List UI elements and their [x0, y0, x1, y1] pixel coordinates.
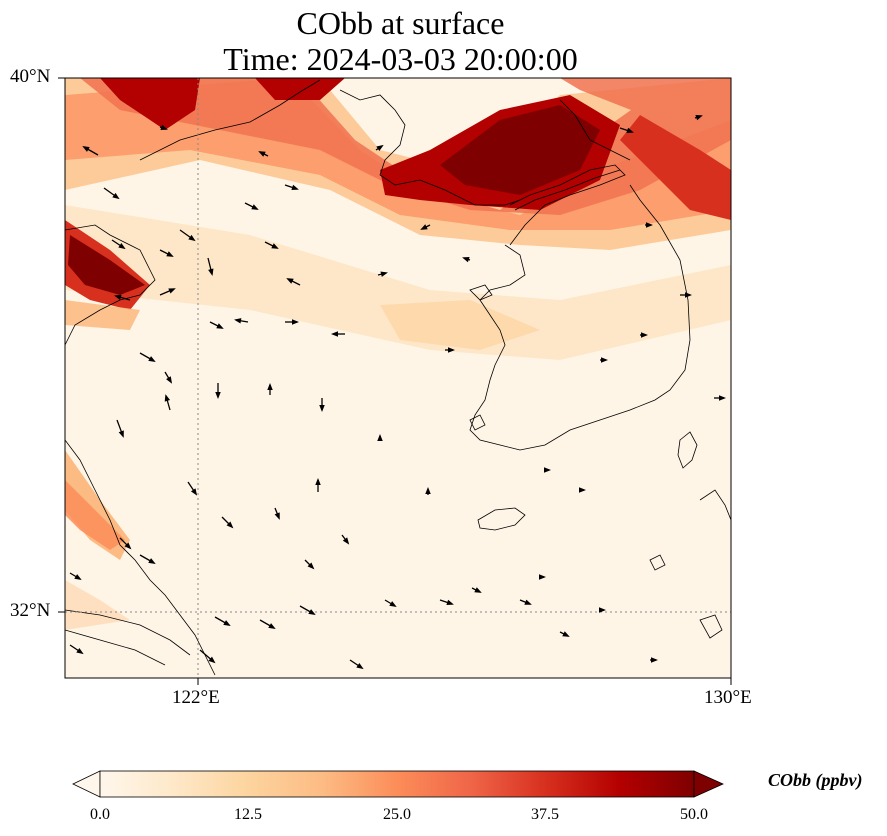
colorbar-tick-0: 0.0: [90, 806, 110, 823]
wind-arrow: [331, 331, 345, 337]
wind-arrow: [82, 146, 99, 156]
x-tick-label-130: 130°E: [704, 687, 752, 708]
colorbar-extend-min: [72, 770, 101, 798]
wind-arrow: [116, 419, 124, 438]
wind-arrow: [645, 222, 653, 228]
wind-arrow: [315, 478, 321, 492]
wind-arrow: [244, 202, 259, 210]
wind-arrow: [319, 398, 325, 412]
wind-arrow: [274, 507, 280, 520]
colorbar-body: [99, 770, 695, 798]
wind-arrow: [139, 352, 156, 362]
wind-arrow: [420, 224, 431, 230]
wind-arrow: [694, 114, 703, 121]
wind-arrow: [164, 371, 173, 384]
wind-arrow: [714, 395, 726, 401]
wind-arrow: [267, 383, 273, 395]
wind-arrow: [69, 572, 82, 581]
wind-arrow: [159, 124, 168, 131]
colorbar-tick-4: 50.0: [680, 806, 708, 823]
y-tick-label-32: 32°N: [10, 600, 51, 621]
colorbar-tick-1: 12.5: [234, 806, 262, 823]
wind-arrow: [349, 659, 364, 670]
wind-arrow: [221, 516, 234, 529]
colorbar: [72, 770, 724, 798]
wind-arrow: [259, 619, 276, 629]
wind-arrow: [600, 357, 608, 363]
wind-vectors: [69, 114, 726, 670]
wind-arrow: [519, 599, 532, 605]
wind-arrow: [304, 559, 315, 570]
wind-arrow: [207, 257, 214, 276]
wind-arrow: [234, 318, 249, 324]
coastlines: [65, 79, 731, 676]
wind-arrow: [285, 319, 299, 325]
wind-arrow: [640, 332, 648, 338]
wind-arrow: [377, 434, 383, 441]
wind-arrow: [680, 292, 692, 298]
wind-arrow: [258, 151, 269, 157]
map-canvas: [58, 77, 732, 685]
wind-arrow: [111, 239, 126, 250]
wind-arrow: [119, 537, 132, 550]
wind-arrow: [187, 481, 198, 496]
wind-arrow: [559, 631, 570, 637]
wind-arrow: [179, 229, 196, 242]
concentration-field: [65, 78, 731, 678]
wind-arrow: [139, 554, 156, 564]
wind-arrow: [375, 144, 384, 152]
wind-arrow: [650, 657, 658, 663]
wind-arrow: [114, 294, 131, 301]
wind-arrow: [425, 487, 431, 495]
colorbar-tick-2: 25.0: [383, 806, 411, 823]
colorbar-label: CObb (ppbv): [768, 770, 863, 790]
wind-arrow: [619, 127, 634, 134]
y-tick-label-40: 40°N: [10, 66, 51, 87]
wind-arrow: [214, 616, 231, 626]
wind-arrow: [341, 534, 350, 545]
wind-arrow: [215, 383, 221, 399]
wind-arrow: [579, 487, 586, 493]
wind-arrow: [286, 278, 301, 286]
wind-arrow: [284, 184, 299, 191]
wind-arrow: [471, 587, 482, 593]
wind-arrow: [439, 599, 454, 606]
chart-title-line1: CObb at surface: [296, 5, 505, 41]
wind-arrow: [299, 605, 316, 615]
wind-arrow: [377, 271, 388, 277]
wind-arrow: [164, 394, 171, 411]
chart-title-line2: Time: 2024-03-03 20:00:00: [223, 41, 578, 77]
wind-arrow: [69, 644, 84, 655]
wind-arrow: [159, 288, 176, 296]
gridlines: [65, 78, 731, 678]
wind-arrow: [384, 599, 397, 608]
wind-arrow: [539, 574, 546, 580]
wind-arrow: [103, 187, 120, 200]
wind-arrow: [159, 249, 174, 257]
wind-arrow: [445, 347, 455, 353]
wind-arrow: [264, 241, 279, 249]
x-tick-label-122: 122°E: [172, 687, 220, 708]
wind-arrow: [199, 649, 216, 664]
wind-arrow: [209, 321, 224, 329]
colorbar-tick-3: 37.5: [531, 806, 559, 823]
wind-arrow: [462, 256, 471, 263]
colorbar-extend-max: [693, 770, 724, 798]
wind-arrow: [599, 607, 606, 613]
wind-arrow: [544, 467, 551, 473]
map-frame: [64, 77, 732, 679]
